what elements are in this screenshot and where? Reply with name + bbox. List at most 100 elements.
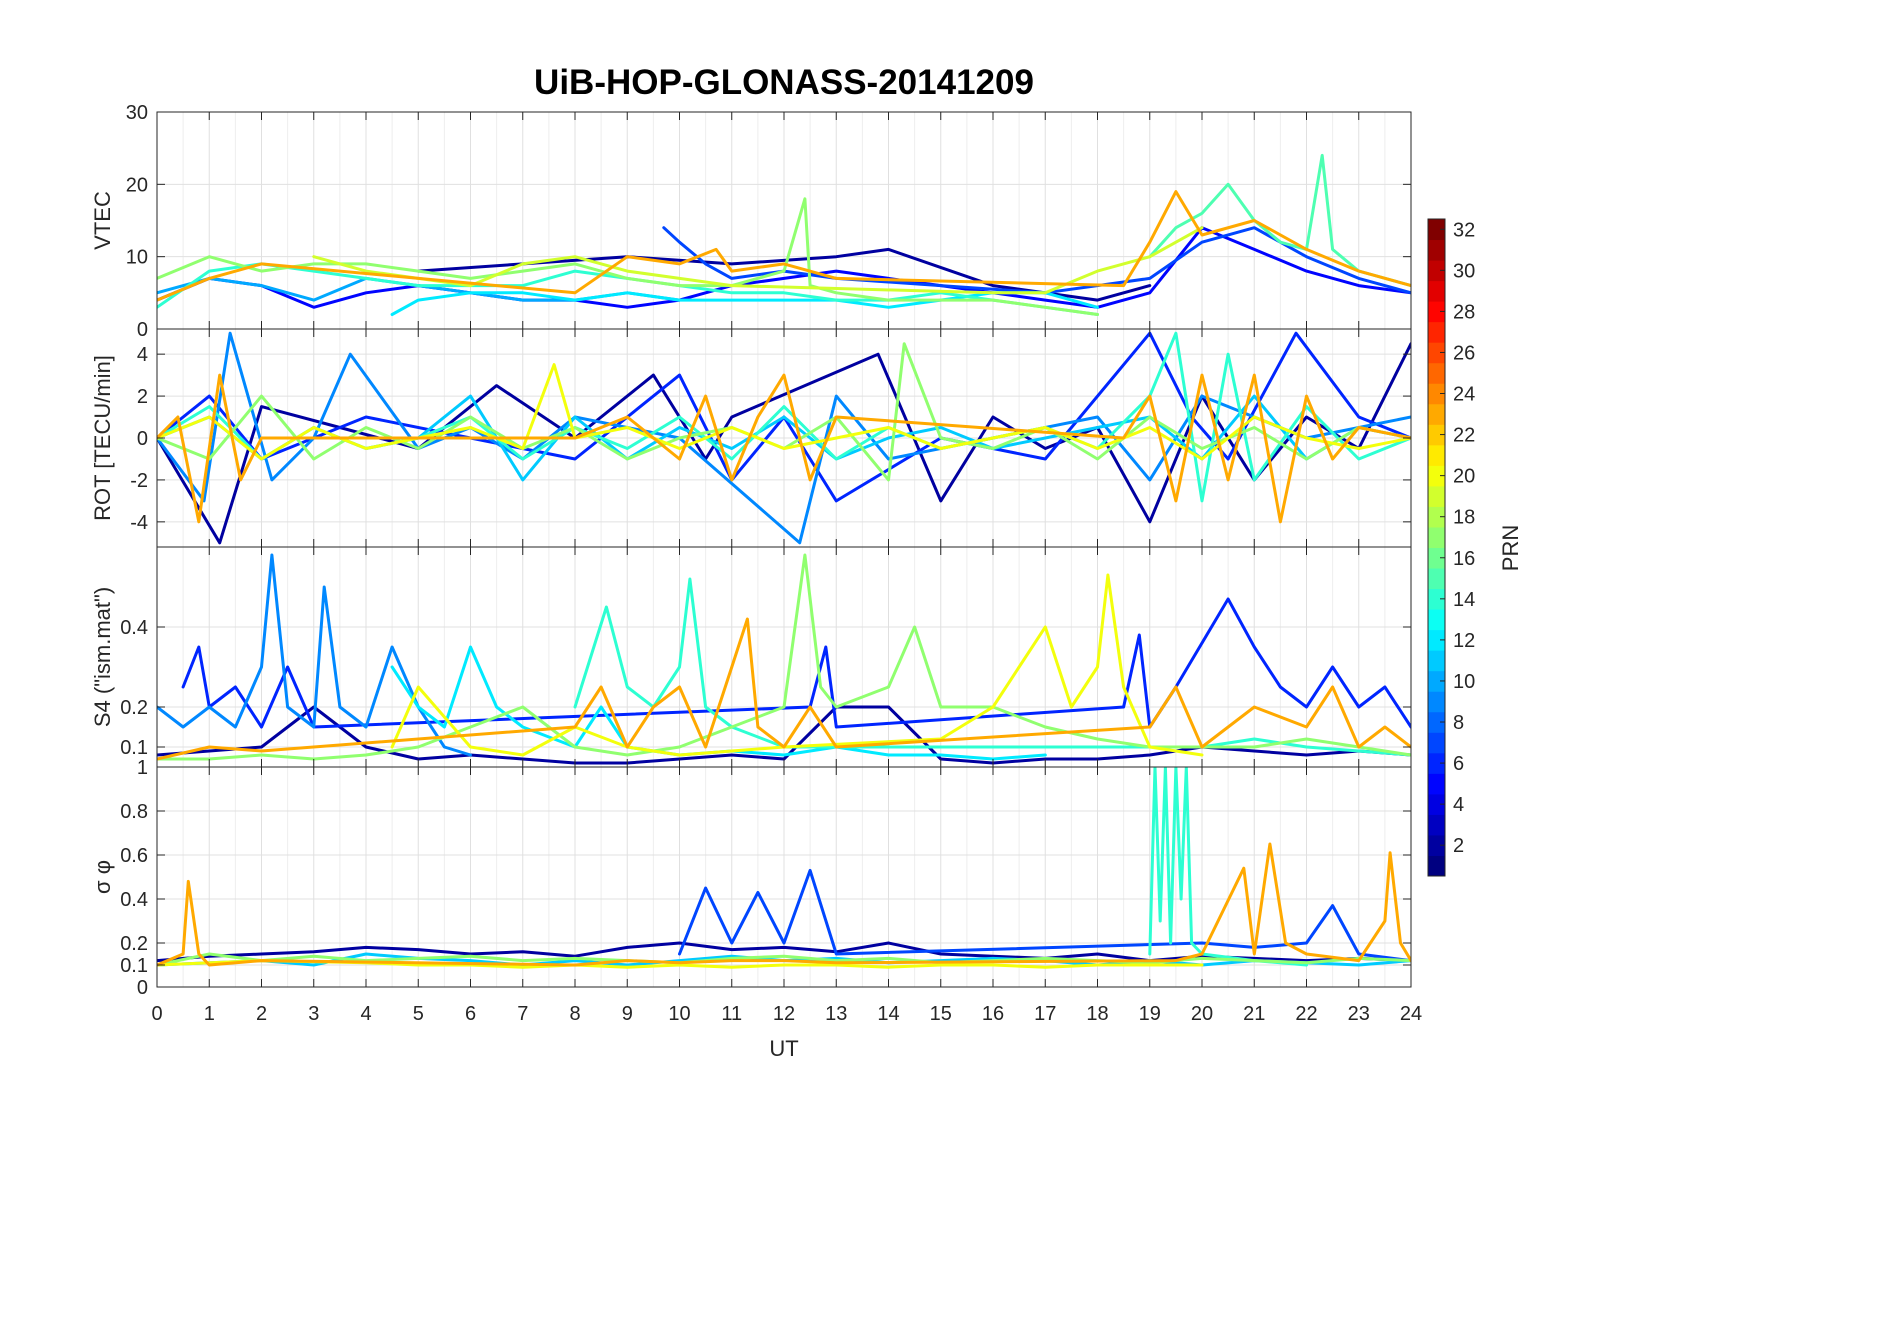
- series-line-prn-2: [416, 247, 1152, 302]
- colorbar-tick-label: 26: [1453, 342, 1475, 364]
- series-line-prn-23: [157, 373, 1411, 524]
- colorbar-segment: [1428, 403, 1445, 425]
- panel-vtec: 0 10 20 30 VTEC: [90, 102, 1412, 341]
- colorbar-segment: [1428, 547, 1445, 569]
- y-axis-label: S4 ("ism.mat"): [90, 587, 115, 727]
- series-group: [157, 153, 1411, 316]
- colorbar-segment: [1428, 609, 1445, 631]
- y-tick-label: -2: [130, 470, 148, 492]
- colorbar-segment: [1428, 444, 1445, 466]
- y-tick-label: 0.4: [120, 617, 148, 639]
- series-line-prn-2: [157, 342, 1411, 545]
- x-tick-label: 9: [622, 1003, 633, 1025]
- y-tick-label: 2: [137, 386, 148, 408]
- y-tick-label: 0.6: [120, 845, 148, 867]
- colorbar-segment: [1428, 301, 1445, 323]
- x-tick-label: 0: [151, 1003, 162, 1025]
- x-tick-label: 8: [569, 1003, 580, 1025]
- x-axis-ticks: 0 1 2 3 4 5 6 7 8 9 10 11 12 13 14 15 16 17 18 19 20 21 22 23 24: [151, 1003, 1422, 1025]
- series-line-prn-23: [157, 842, 1411, 967]
- colorbar-tick-label: 20: [1453, 466, 1475, 488]
- x-tick-label: 14: [877, 1003, 899, 1025]
- x-tick-label: 3: [308, 1003, 319, 1025]
- colorbar-tick-label: 22: [1453, 425, 1475, 447]
- colorbar-segment: [1428, 239, 1445, 261]
- x-tick-label: 20: [1191, 1003, 1213, 1025]
- series-line-prn-12: [390, 291, 1099, 316]
- x-axis-label: UT: [769, 1036, 798, 1061]
- panel-s4: 0.1 0.2 0.4S4 ("ism.mat"): [90, 546, 1412, 768]
- colorbar-segment: [1428, 629, 1445, 651]
- y-tick-label: 0.2: [120, 697, 148, 719]
- colorbar-tick-label: 30: [1453, 260, 1475, 282]
- colorbar-tick-label: 6: [1453, 753, 1464, 775]
- y-tick-label: -4: [130, 512, 148, 534]
- x-tick-label: 16: [982, 1003, 1004, 1025]
- chart-title: UiB-HOP-GLONASS-20141209: [534, 63, 1034, 102]
- series-line-prn-23: [157, 617, 1411, 761]
- y-tick-label: 0.1: [120, 955, 148, 977]
- y-axis-label: ROT [TECU/min]: [90, 355, 115, 521]
- colorbar-label: PRN: [1498, 525, 1523, 571]
- x-tick-label: 22: [1295, 1003, 1317, 1025]
- x-tick-label: 10: [668, 1003, 690, 1025]
- colorbar-frame: [1427, 218, 1446, 877]
- series-line-prn-17: [157, 197, 1099, 316]
- series-line-prn-6: [181, 597, 1411, 729]
- colorbar-tick-label: 28: [1453, 301, 1475, 323]
- colorbar-segment: [1428, 814, 1445, 836]
- x-tick-label: 12: [773, 1003, 795, 1025]
- colorbar-segment: [1428, 691, 1445, 713]
- colorbar-tick-label: 32: [1453, 219, 1475, 241]
- x-tick-label: 17: [1034, 1003, 1056, 1025]
- colorbar-segment: [1428, 424, 1445, 446]
- colorbar-segment: [1428, 219, 1445, 241]
- series-line-prn-17: [157, 342, 1411, 482]
- colorbar-segment: [1428, 506, 1445, 528]
- series-line-prn-2: [157, 941, 1411, 963]
- x-tick-label: 7: [517, 1003, 528, 1025]
- colorbar-segment: [1428, 383, 1445, 405]
- colorbar-segment: [1428, 855, 1445, 877]
- y-tick-label: 30: [126, 102, 148, 124]
- colorbar-tick-label: 2: [1453, 835, 1464, 857]
- colorbar-tick-label: 18: [1453, 507, 1475, 529]
- x-tick-label: 13: [825, 1003, 847, 1025]
- x-tick-label: 15: [930, 1003, 952, 1025]
- panel-sigma-phi: 00.10.2 0.4 0.6 0.8 1 σ φ: [90, 757, 1412, 999]
- colorbar-tick-label: 14: [1453, 589, 1475, 611]
- x-tick-label: 24: [1400, 1003, 1422, 1025]
- series-line-prn-23: [157, 190, 1411, 302]
- panel-rot: -4 -2 0 2 4 ROT [TECU/min]: [90, 328, 1412, 548]
- colorbar-segment: [1428, 834, 1445, 856]
- colorbar-segment: [1428, 670, 1445, 692]
- colorbar-tick-label: 8: [1453, 712, 1464, 734]
- series-group: [157, 767, 1411, 969]
- colorbar-segment: [1428, 342, 1445, 364]
- series-group: [157, 553, 1411, 765]
- y-tick-label: 0: [137, 319, 148, 341]
- colorbar-segment: [1428, 773, 1445, 795]
- x-tick-label: 6: [465, 1003, 476, 1025]
- colorbar-segment: [1428, 752, 1445, 774]
- colorbar-tick-label: 12: [1453, 630, 1475, 652]
- series-group: [157, 331, 1411, 545]
- colorbar-segment: [1428, 465, 1445, 487]
- colorbar-tick-label: 24: [1453, 384, 1475, 406]
- series-line-prn-20: [157, 959, 1204, 969]
- y-axis-label: σ φ: [90, 860, 115, 894]
- series-line-prn-17: [157, 553, 1411, 761]
- colorbar-segment: [1428, 793, 1445, 815]
- colorbar-segment: [1428, 732, 1445, 754]
- x-tick-label: 4: [360, 1003, 371, 1025]
- y-tick-label: 0: [137, 428, 148, 450]
- y-tick-label: 0.1: [120, 737, 148, 759]
- colorbar-segment: [1428, 260, 1445, 282]
- colorbar-segment: [1428, 711, 1445, 733]
- series-line-prn-9: [157, 553, 472, 757]
- x-tick-label: 2: [256, 1003, 267, 1025]
- colorbar-tick-label: 4: [1453, 794, 1464, 816]
- colorbar-segment: [1428, 588, 1445, 610]
